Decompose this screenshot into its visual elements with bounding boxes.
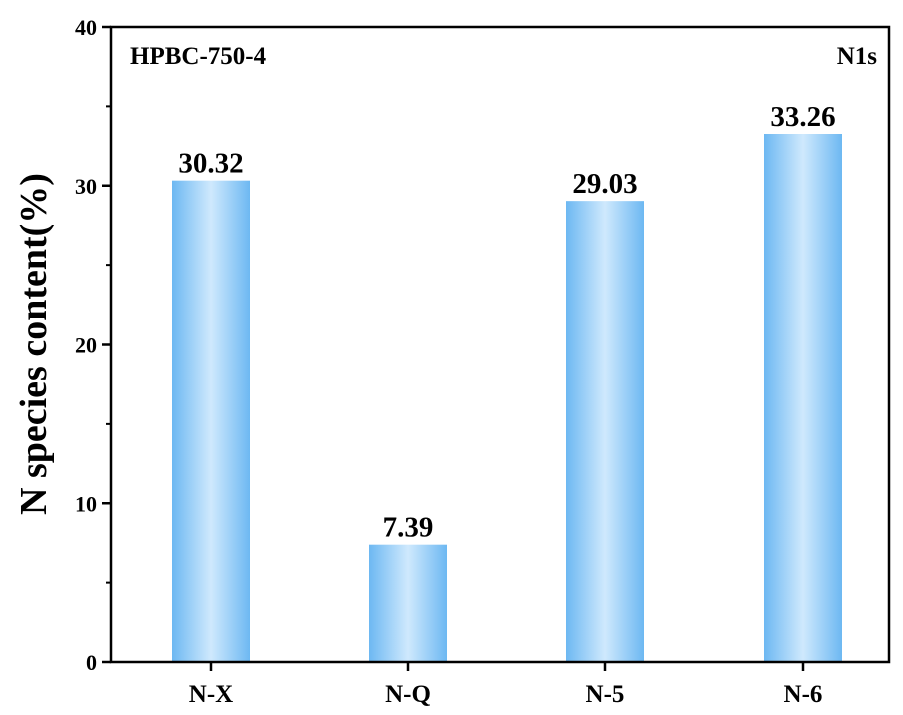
y-tick-label: 0 — [86, 650, 97, 675]
y-tick-label: 10 — [75, 491, 97, 516]
y-tick-label: 30 — [75, 174, 97, 199]
x-tick-label-n-5: N-5 — [586, 681, 625, 708]
y-tick-label: 40 — [75, 15, 97, 40]
x-tick-label-n-6: N-6 — [784, 681, 823, 708]
data-label-n-5: 29.03 — [572, 168, 637, 200]
bar-n-5 — [566, 201, 644, 662]
data-label-n-x: 30.32 — [178, 148, 243, 180]
data-label-n-q: 7.39 — [383, 512, 434, 544]
bar-n-q — [369, 544, 447, 662]
y-axis-label: N species content(%) — [13, 173, 55, 515]
value-labels-group: 30.32 7.39 29.03 33.26 — [178, 101, 835, 544]
bars-group — [172, 133, 842, 663]
bar-n-x — [172, 180, 250, 663]
data-label-n-6: 33.26 — [770, 101, 835, 133]
region-annotation: N1s — [837, 43, 878, 70]
y-tick-label: 20 — [75, 333, 97, 358]
x-tick-label-n-q: N-Q — [385, 681, 431, 708]
x-tick-label-n-x: N-X — [189, 681, 233, 708]
bar-n-6 — [764, 133, 842, 662]
sample-annotation: HPBC-750-4 — [130, 43, 267, 70]
x-axis-ticks: N-X N-Q N-5 N-6 — [189, 662, 823, 708]
y-axis-ticks: 0 10 20 30 40 — [75, 15, 111, 675]
